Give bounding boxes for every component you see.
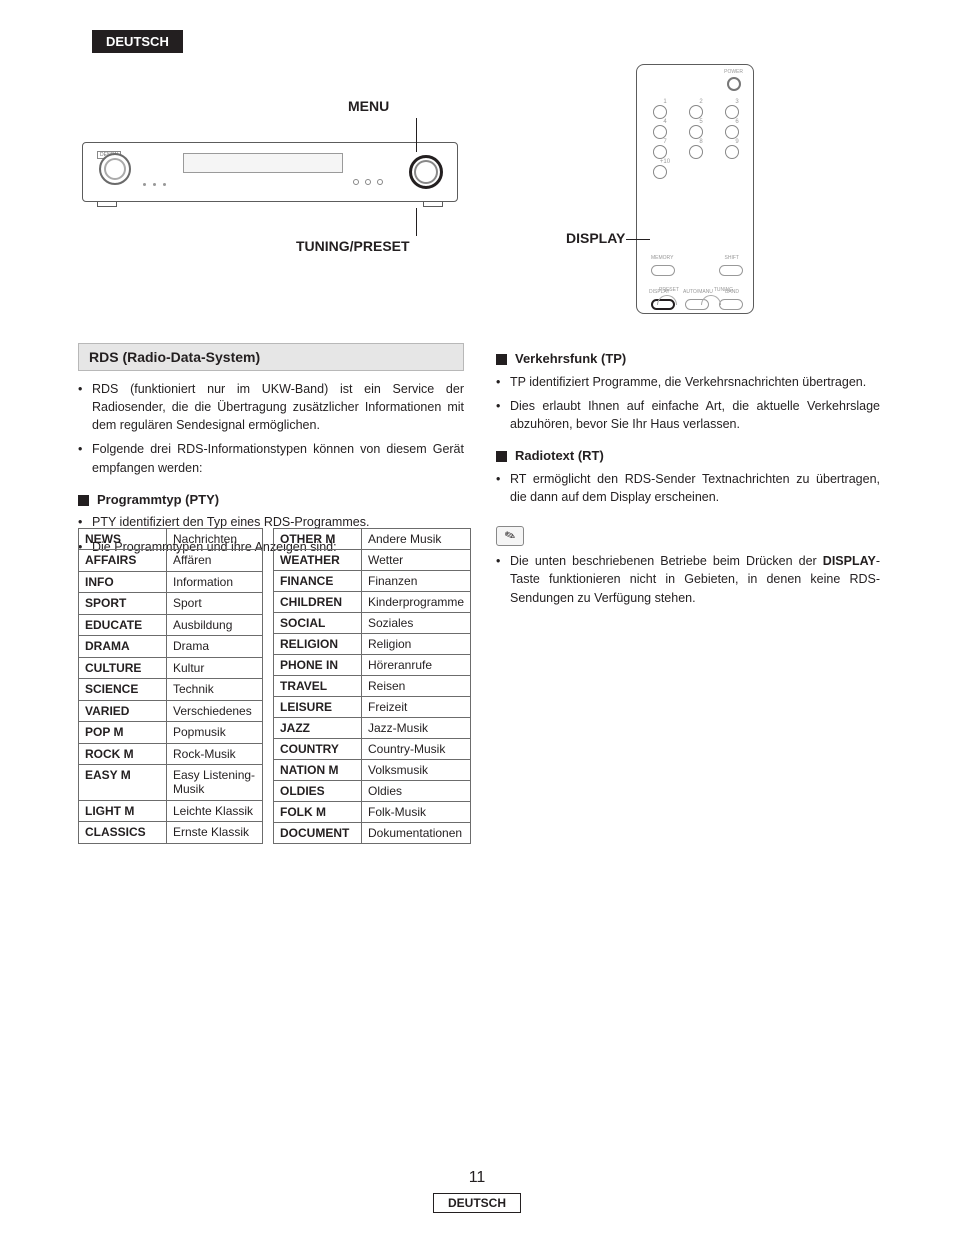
tuner-unit-diagram: DENON <box>82 142 458 228</box>
pty-desc: Leichte Klassik <box>167 800 263 821</box>
pty-desc: Technik <box>167 679 263 700</box>
tp-bullet-2: Dies erlaubt Ihnen auf einfache Art, die… <box>496 397 880 433</box>
pty-code: DRAMA <box>79 636 167 657</box>
pty-desc: Volksmusik <box>362 760 471 781</box>
pty-desc: Ausbildung <box>167 614 263 635</box>
pty-desc: Ernste Klassik <box>167 822 263 844</box>
pty-code: LIGHT M <box>79 800 167 821</box>
pty-desc: Affären <box>167 550 263 571</box>
power-icon <box>727 77 741 91</box>
pty-code: EDUCATE <box>79 614 167 635</box>
display-label: DISPLAY <box>566 230 625 246</box>
pty-code: AFFAIRS <box>79 550 167 571</box>
unit-display <box>183 153 343 173</box>
pty-code: NATION M <box>274 760 362 781</box>
pty-desc: Easy Listening-Musik <box>167 765 263 801</box>
pty-code: WEATHER <box>274 550 362 571</box>
tuning-preset-label: TUNING/PRESET <box>296 238 410 254</box>
pty-code: VARIED <box>79 700 167 721</box>
pty-code: JAZZ <box>274 718 362 739</box>
pty-code: PHONE IN <box>274 655 362 676</box>
note-icon: ✎ <box>496 526 524 546</box>
pty-desc: Verschiedenes <box>167 700 263 721</box>
main-knob <box>99 153 131 185</box>
pty-code: ROCK M <box>79 743 167 764</box>
pty-table-left: NEWSNachrichtenAFFAIRSAffärenINFOInforma… <box>78 528 263 844</box>
pty-desc: Folk-Musik <box>362 802 471 823</box>
footer-language: DEUTSCH <box>433 1193 521 1213</box>
pty-desc: Oldies <box>362 781 471 802</box>
page-number: 11 <box>0 1169 954 1187</box>
rds-intro-2: Folgende drei RDS-Informationstypen könn… <box>78 440 464 476</box>
remote-diagram: POWER 123 456 789 +10 MEMORY SHIFT DISPL… <box>636 64 754 314</box>
pty-code: LEISURE <box>274 697 362 718</box>
pty-desc: Höreranrufe <box>362 655 471 676</box>
pty-desc: Freizeit <box>362 697 471 718</box>
pty-code: FOLK M <box>274 802 362 823</box>
pty-code: EASY M <box>79 765 167 801</box>
tp-bullet-1: TP identifiziert Programme, die Verkehrs… <box>496 373 880 391</box>
pty-desc: Kultur <box>167 657 263 678</box>
pty-code: TRAVEL <box>274 676 362 697</box>
pty-desc: Religion <box>362 634 471 655</box>
menu-label: MENU <box>348 98 389 114</box>
pty-desc: Nachrichten <box>167 529 263 550</box>
pty-code: SOCIAL <box>274 613 362 634</box>
pty-code: OTHER M <box>274 529 362 550</box>
pty-code: OLDIES <box>274 781 362 802</box>
language-tab: DEUTSCH <box>92 30 183 53</box>
pty-desc: Sport <box>167 593 263 614</box>
pty-code: CULTURE <box>79 657 167 678</box>
pty-desc: Andere Musik <box>362 529 471 550</box>
pty-desc: Wetter <box>362 550 471 571</box>
rds-intro-1: RDS (funktioniert nur im UKW-Band) ist e… <box>78 380 464 434</box>
pty-desc: Drama <box>167 636 263 657</box>
leader-line <box>416 118 417 152</box>
pty-code: SPORT <box>79 593 167 614</box>
pty-table-right: OTHER MAndere MusikWEATHERWetterFINANCEF… <box>273 528 471 844</box>
leader-line <box>626 239 650 240</box>
note-text: Die unten beschriebenen Betriebe beim Dr… <box>496 552 880 606</box>
pty-desc: Rock-Musik <box>167 743 263 764</box>
pty-code: CHILDREN <box>274 592 362 613</box>
pty-code: POP M <box>79 722 167 743</box>
pty-code: NEWS <box>79 529 167 550</box>
pty-code: FINANCE <box>274 571 362 592</box>
rt-heading: Radiotext (RT) <box>496 447 880 466</box>
pty-code: DOCUMENT <box>274 823 362 844</box>
pty-desc: Soziales <box>362 613 471 634</box>
pty-code: COUNTRY <box>274 739 362 760</box>
pty-code: RELIGION <box>274 634 362 655</box>
pty-desc: Jazz-Musik <box>362 718 471 739</box>
pty-desc: Country-Musik <box>362 739 471 760</box>
pty-desc: Information <box>167 571 263 592</box>
menu-knob <box>409 155 443 189</box>
pty-desc: Reisen <box>362 676 471 697</box>
right-column: Verkehrsfunk (TP) TP identifiziert Progr… <box>496 336 880 613</box>
pty-heading: Programmtyp (PTY) <box>78 491 464 510</box>
pty-desc: Popmusik <box>167 722 263 743</box>
pty-tables: NEWSNachrichtenAFFAIRSAffärenINFOInforma… <box>78 528 471 844</box>
leader-line <box>416 208 417 236</box>
rt-bullet-1: RT ermöglicht den RDS-Sender Textnachric… <box>496 470 880 506</box>
section-header-rds: RDS (Radio-Data-System) <box>78 343 464 371</box>
pty-desc: Kinderprogramme <box>362 592 471 613</box>
pty-code: SCIENCE <box>79 679 167 700</box>
pty-code: INFO <box>79 571 167 592</box>
pty-code: CLASSICS <box>79 822 167 844</box>
tp-heading: Verkehrsfunk (TP) <box>496 350 880 369</box>
pty-desc: Dokumentationen <box>362 823 471 844</box>
pty-desc: Finanzen <box>362 571 471 592</box>
